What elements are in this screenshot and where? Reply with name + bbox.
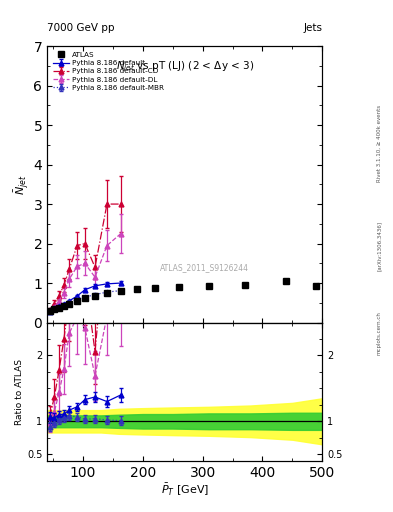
ATLAS <box>105 290 109 296</box>
ATLAS <box>47 308 52 314</box>
Y-axis label: Ratio to ATLAS: Ratio to ATLAS <box>15 359 24 424</box>
Text: [arXiv:1306.3436]: [arXiv:1306.3436] <box>377 221 382 271</box>
Text: 7000 GeV pp: 7000 GeV pp <box>47 23 115 33</box>
ATLAS <box>242 282 247 288</box>
ATLAS <box>93 293 97 299</box>
ATLAS <box>83 295 87 301</box>
X-axis label: $\bar{P}_T$ [GeV]: $\bar{P}_T$ [GeV] <box>161 482 209 499</box>
ATLAS <box>67 301 72 307</box>
ATLAS <box>134 286 139 292</box>
ATLAS <box>152 285 157 291</box>
Text: ATLAS_2011_S9126244: ATLAS_2011_S9126244 <box>160 263 248 272</box>
ATLAS <box>52 306 57 312</box>
ATLAS <box>314 283 319 289</box>
ATLAS <box>118 288 123 294</box>
Text: Jets: Jets <box>303 23 322 33</box>
ATLAS <box>57 305 61 311</box>
Text: mcplots.cern.ch: mcplots.cern.ch <box>377 311 382 355</box>
Y-axis label: $\bar{N}_{jet}$: $\bar{N}_{jet}$ <box>12 174 31 195</box>
ATLAS <box>284 278 289 284</box>
ATLAS <box>176 284 181 290</box>
Text: $N_{jet}$ vs pT (LJ) (2 < $\Delta$y < 3): $N_{jet}$ vs pT (LJ) (2 < $\Delta$y < 3) <box>116 60 254 74</box>
ATLAS <box>62 303 66 309</box>
Legend: ATLAS, Pythia 8.186 default, Pythia 8.186 default-CD, Pythia 8.186 default-DL, P: ATLAS, Pythia 8.186 default, Pythia 8.18… <box>51 50 166 93</box>
Line: ATLAS: ATLAS <box>46 278 320 314</box>
ATLAS <box>75 298 79 304</box>
ATLAS <box>206 283 211 289</box>
Text: Rivet 3.1.10, ≥ 400k events: Rivet 3.1.10, ≥ 400k events <box>377 105 382 182</box>
